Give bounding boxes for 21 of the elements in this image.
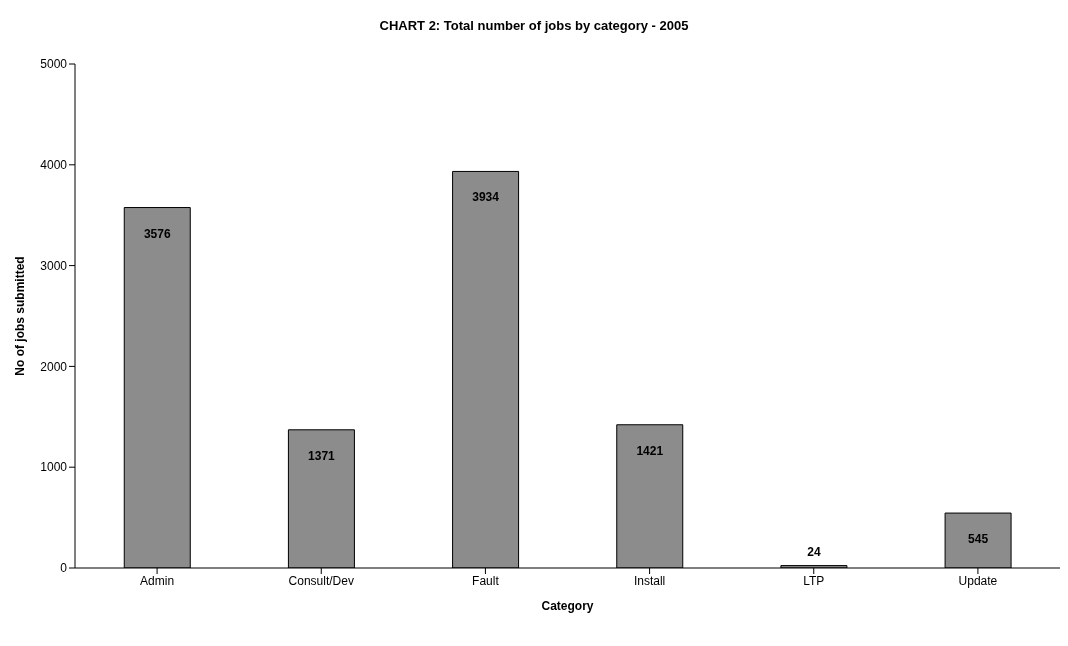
x-axis-title: Category bbox=[541, 599, 594, 613]
x-tick-label: Update bbox=[958, 573, 998, 588]
data-label: 545 bbox=[968, 532, 989, 547]
x-tick-label: Install bbox=[633, 573, 666, 588]
x-tick-label: Consult/Dev bbox=[288, 573, 354, 588]
y-axis-title: No of jobs submitted bbox=[13, 256, 28, 376]
data-label: 1421 bbox=[636, 443, 664, 458]
y-tick-label: 1000 bbox=[40, 460, 68, 475]
y-tick-label: 4000 bbox=[40, 158, 68, 173]
data-label: 3576 bbox=[143, 226, 171, 241]
y-tick-label: 5000 bbox=[40, 57, 68, 72]
x-tick-label: Admin bbox=[140, 573, 175, 588]
data-label: 3934 bbox=[472, 190, 500, 205]
y-tick-label: 2000 bbox=[40, 359, 68, 374]
y-tick-label: 0 bbox=[60, 561, 68, 576]
data-label: 24 bbox=[807, 544, 821, 559]
data-label: 1371 bbox=[308, 448, 336, 463]
x-tick-label: LTP bbox=[803, 573, 825, 588]
x-tick-label: Fault bbox=[472, 573, 500, 588]
chart-title: CHART 2: Total number of jobs by category - 2005 bbox=[378, 18, 690, 33]
y-tick-label: 3000 bbox=[40, 258, 68, 273]
